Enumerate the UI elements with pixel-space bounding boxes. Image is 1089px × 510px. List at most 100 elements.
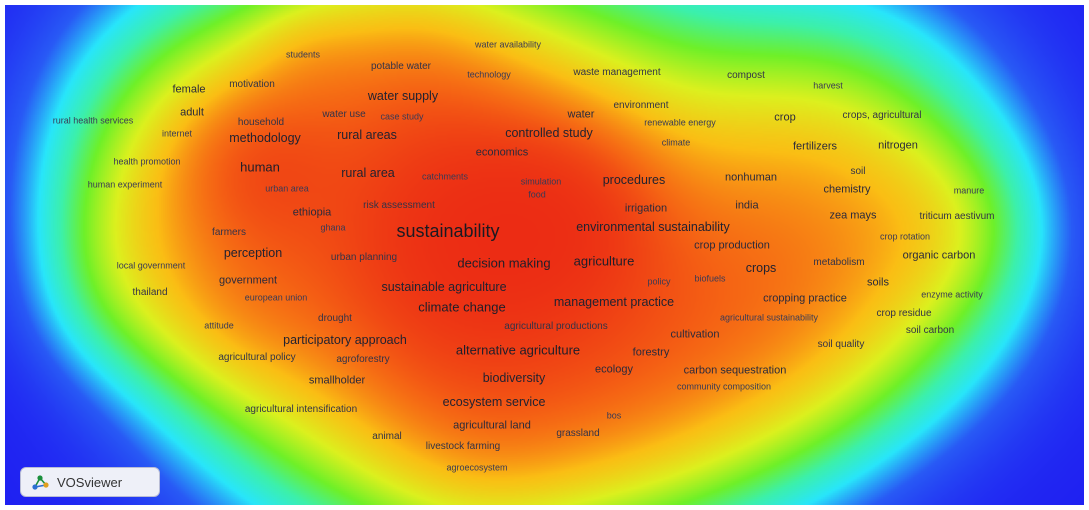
term-cultivation[interactable]: cultivation (670, 328, 720, 341)
term-controlled-study[interactable]: controlled study (505, 125, 593, 140)
term-manure[interactable]: manure (953, 185, 985, 196)
term-european-union[interactable]: european union (244, 292, 308, 303)
term-water-supply[interactable]: water supply (367, 88, 439, 103)
term-ethiopia[interactable]: ethiopia (292, 206, 332, 219)
term-methodology[interactable]: methodology (229, 130, 301, 145)
term-bos[interactable]: bos (606, 410, 622, 421)
term-climate-change[interactable]: climate change (418, 299, 506, 315)
term-water-availability[interactable]: water availability (474, 39, 542, 50)
term-students[interactable]: students (285, 49, 321, 60)
term-government[interactable]: government (218, 274, 278, 287)
term-crop-production[interactable]: crop production (694, 239, 770, 252)
term-ecosystem-service[interactable]: ecosystem service (442, 394, 546, 409)
term-biofuels[interactable]: biofuels (694, 273, 726, 284)
term-rural-health-services[interactable]: rural health services (52, 115, 134, 126)
term-human-experiment[interactable]: human experiment (87, 179, 163, 190)
term-health-promotion[interactable]: health promotion (113, 156, 181, 167)
term-decision-making[interactable]: decision making (457, 255, 551, 271)
term-agricultural-intensification[interactable]: agricultural intensification (244, 404, 358, 415)
term-renewable-energy[interactable]: renewable energy (644, 117, 716, 128)
term-drought[interactable]: drought (318, 313, 352, 324)
term-human[interactable]: human (240, 159, 280, 175)
term-case-study[interactable]: case study (380, 111, 424, 122)
term-fertilizers[interactable]: fertilizers (792, 140, 838, 153)
term-perception[interactable]: perception (223, 245, 283, 260)
term-management-practice[interactable]: management practice (553, 294, 675, 309)
term-forestry[interactable]: forestry (632, 346, 670, 359)
term-alternative-agriculture[interactable]: alternative agriculture (455, 342, 581, 358)
term-triticum-aestivum[interactable]: triticum aestivum (919, 211, 995, 222)
term-food[interactable]: food (528, 189, 546, 200)
term-nitrogen[interactable]: nitrogen (878, 139, 918, 152)
term-agricultural-sustainability[interactable]: agricultural sustainability (719, 312, 819, 323)
density-map[interactable]: water availability students potable water t… (5, 5, 1084, 505)
term-enzyme-activity[interactable]: enzyme activity (921, 289, 983, 300)
term-metabolism[interactable]: metabolism (813, 257, 865, 268)
term-soil[interactable]: soil (850, 166, 866, 177)
term-biodiversity[interactable]: biodiversity (482, 370, 546, 385)
term-catchments[interactable]: catchments (421, 171, 469, 182)
term-technology[interactable]: technology (467, 69, 511, 80)
term-adult[interactable]: adult (180, 106, 204, 119)
term-rural-areas[interactable]: rural areas (337, 127, 397, 142)
term-female[interactable]: female (172, 83, 206, 96)
term-soils[interactable]: soils (866, 276, 890, 289)
term-agriculture[interactable]: agriculture (573, 253, 635, 269)
term-ghana[interactable]: ghana (320, 222, 346, 233)
term-thailand[interactable]: thailand (132, 287, 168, 298)
term-sustainability[interactable]: sustainability (396, 221, 500, 241)
term-urban-planning[interactable]: urban planning (330, 252, 398, 263)
term-chemistry[interactable]: chemistry (823, 183, 871, 196)
term-local-government[interactable]: local government (116, 260, 186, 271)
term-crops-agricultural[interactable]: crops, agricultural (842, 110, 922, 121)
term-risk-assessment[interactable]: risk assessment (363, 200, 435, 211)
term-economics[interactable]: economics (475, 146, 529, 159)
term-smallholder[interactable]: smallholder (308, 374, 366, 387)
term-india[interactable]: india (735, 199, 759, 212)
term-soil-quality[interactable]: soil quality (817, 339, 865, 350)
term-attitude[interactable]: attitude (204, 320, 234, 331)
term-environmental-sustainability[interactable]: environmental sustainability (576, 219, 730, 234)
term-livestock-farming[interactable]: livestock farming (425, 441, 501, 452)
term-harvest[interactable]: harvest (813, 80, 843, 91)
term-agricultural-policy[interactable]: agricultural policy (218, 352, 296, 363)
term-household[interactable]: household (237, 117, 285, 128)
term-crop-rotation[interactable]: crop rotation (879, 231, 931, 242)
term-agricultural-productions[interactable]: agricultural productions (504, 321, 608, 332)
term-crops[interactable]: crops (745, 260, 777, 275)
term-animal[interactable]: animal (372, 431, 402, 442)
vosviewer-logo[interactable]: VOSviewer (20, 467, 160, 497)
term-crop-residue[interactable]: crop residue (876, 308, 932, 319)
term-crop[interactable]: crop (774, 111, 796, 124)
term-policy[interactable]: policy (647, 276, 671, 287)
term-soil-carbon[interactable]: soil carbon (905, 325, 955, 336)
term-cropping-practice[interactable]: cropping practice (763, 292, 847, 305)
term-internet[interactable]: internet (161, 128, 193, 139)
term-zea-mays[interactable]: zea mays (829, 209, 877, 222)
term-ecology[interactable]: ecology (595, 363, 633, 376)
term-participatory-approach[interactable]: participatory approach (283, 332, 407, 347)
term-irrigation[interactable]: irrigation (624, 202, 668, 215)
term-rural-area[interactable]: rural area (341, 165, 395, 180)
term-motivation[interactable]: motivation (229, 79, 275, 90)
term-carbon-sequestration[interactable]: carbon sequestration (683, 364, 787, 377)
term-waste-management[interactable]: waste management (573, 67, 661, 78)
term-agricultural-land[interactable]: agricultural land (453, 419, 531, 432)
term-procedures[interactable]: procedures (602, 172, 666, 187)
term-farmers[interactable]: farmers (212, 227, 246, 238)
term-water-use[interactable]: water use (322, 109, 366, 120)
term-potable-water[interactable]: potable water (370, 61, 432, 72)
term-grassland[interactable]: grassland (556, 428, 600, 439)
term-community-composition[interactable]: community composition (676, 381, 772, 392)
term-sustainable-agriculture[interactable]: sustainable agriculture (381, 279, 507, 294)
term-simulation[interactable]: simulation (520, 176, 562, 187)
term-organic-carbon[interactable]: organic carbon (902, 249, 976, 262)
term-nonhuman[interactable]: nonhuman (725, 171, 777, 184)
term-water[interactable]: water (567, 108, 595, 121)
term-climate[interactable]: climate (661, 137, 691, 148)
term-agroecosystem[interactable]: agroecosystem (446, 462, 508, 473)
term-agroforestry[interactable]: agroforestry (336, 354, 390, 365)
term-environment[interactable]: environment (613, 100, 669, 111)
term-urban-area[interactable]: urban area (265, 183, 309, 194)
term-compost[interactable]: compost (727, 70, 765, 81)
